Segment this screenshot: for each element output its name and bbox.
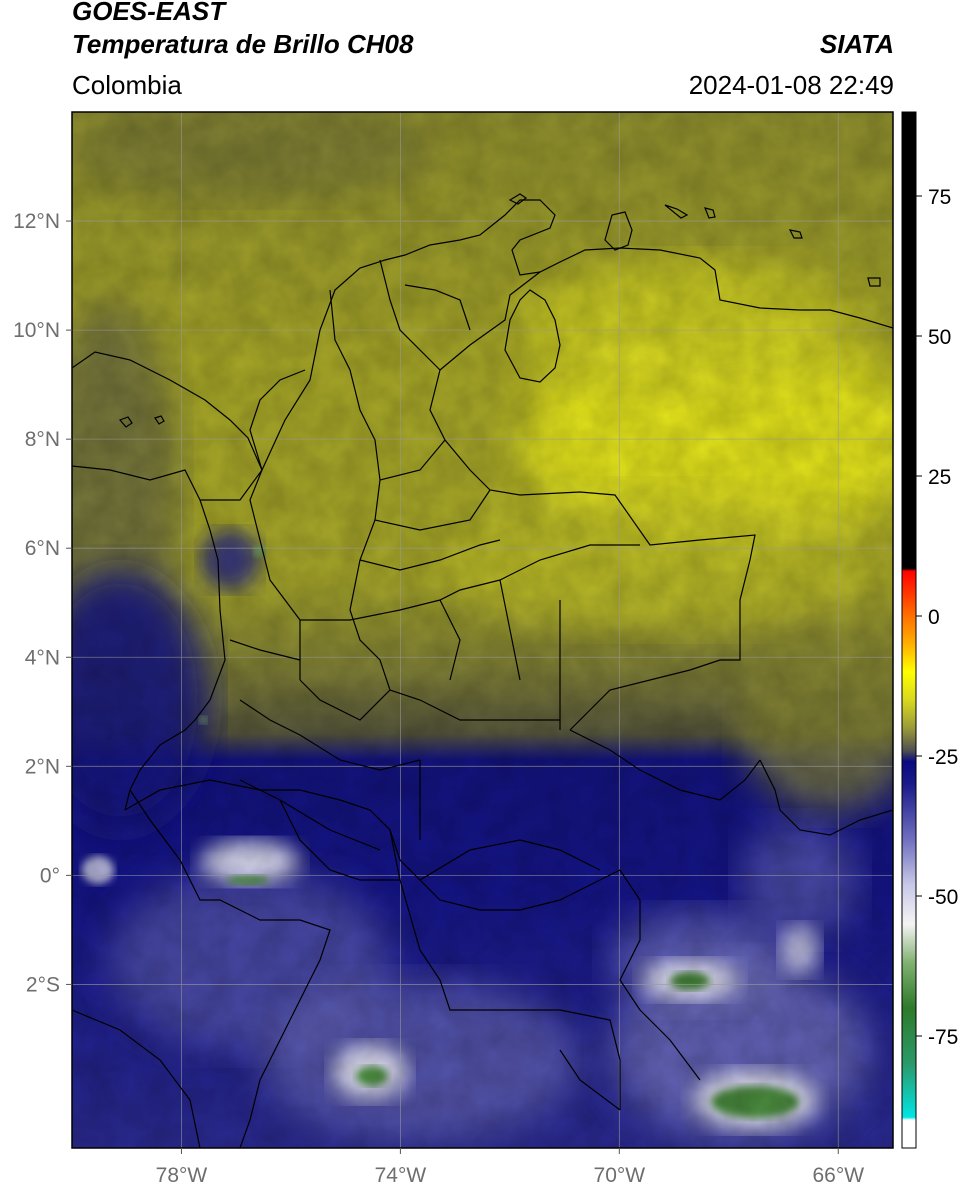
colorbar-tick-label: -50 xyxy=(928,886,958,909)
lon-tick-label: 74°W xyxy=(375,1164,427,1187)
lat-tick-label: 10°N xyxy=(13,319,60,342)
border-col-bra xyxy=(569,729,761,801)
coastline-caribbean xyxy=(72,199,893,472)
border-col-ven xyxy=(429,271,756,731)
map-gridlines xyxy=(72,112,893,1148)
colorbar-tick-label: 0 xyxy=(928,606,940,629)
boundaries xyxy=(72,193,893,1148)
lon-tick-label: 66°W xyxy=(812,1164,864,1187)
lat-tick-label: 0° xyxy=(40,864,60,887)
lat-tick-label: 4°N xyxy=(25,646,60,669)
colorbar-tick-label: 25 xyxy=(928,466,951,489)
brightness-temperature-field xyxy=(72,112,893,1148)
product-title: Temperatura de Brillo CH08 xyxy=(72,29,414,59)
lat-tick-label: 6°N xyxy=(25,537,60,560)
colorbar-tick-label: 50 xyxy=(928,326,951,349)
lake-maracaibo xyxy=(504,289,561,383)
lat-tick-label: 2°N xyxy=(25,755,60,778)
colorbar-ticks: 75 50 25 0 -25 -50 -75 xyxy=(916,186,958,1049)
region-label: Colombia xyxy=(72,70,182,100)
longitude-axis: 78°W 74°W 70°W 66°W xyxy=(156,1148,864,1187)
latitude-axis: 12°N 10°N 8°N 6°N 4°N 2°N 0° 2°S xyxy=(13,210,72,996)
lon-tick-label: 78°W xyxy=(156,1164,208,1187)
colorbar-frame xyxy=(901,111,917,1149)
satellite-title: GOES-EAST xyxy=(72,0,226,26)
colorbar-fill xyxy=(902,112,916,1148)
agency-label: SIATA xyxy=(819,29,894,59)
border-col-ecu-per xyxy=(124,779,641,1011)
map-frame xyxy=(71,111,894,1149)
colorbar: 75 50 25 0 -25 -50 -75 xyxy=(901,111,958,1149)
lat-tick-label: 12°N xyxy=(13,210,60,233)
colorbar-tick-label: 75 xyxy=(928,186,951,209)
lat-tick-label: 2°S xyxy=(26,973,60,996)
lat-tick-label: 8°N xyxy=(25,428,60,451)
colorbar-tick-label: -25 xyxy=(928,746,958,769)
lon-tick-label: 70°W xyxy=(594,1164,646,1187)
colorbar-tick-label: -75 xyxy=(928,1026,958,1049)
datetime-label: 2024-01-08 22:49 xyxy=(688,70,894,100)
coastline-pacific xyxy=(72,465,226,811)
